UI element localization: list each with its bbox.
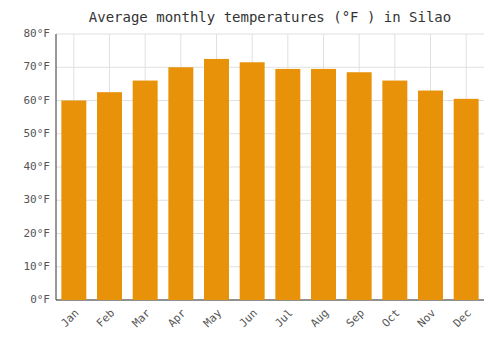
x-tick-label: Oct [379,307,402,330]
axes: 0°F 10°F 20°F 30°F 40°F 50°F 60°F 70°F 80°F Jan Fe… [24,27,485,330]
bar [382,81,407,300]
bar [311,69,336,300]
bar [97,92,122,300]
x-tick-label: Feb [94,307,117,330]
bar [347,72,372,300]
title: Average monthly temperatures (°F ) in Si… [89,9,451,25]
chart: 0°F 10°F 20°F 30°F 40°F 50°F 60°F 70°F 80°F Jan Fe… [0,0,500,350]
chart-container: 0°F 10°F 20°F 30°F 40°F 50°F 60°F 70°F 80°F Jan Fe… [0,0,500,350]
y-tick-label: 80°F [24,27,51,40]
bar [240,62,265,300]
x-tick-label: Apr [165,306,189,330]
x-tick-label: Jan [58,307,81,330]
x-tick-label: Jun [237,307,260,330]
y-tick-label: 60°F [24,94,51,107]
bar [418,91,443,300]
bars [61,59,478,300]
x-tick-label: May [201,306,225,330]
y-grid-line [56,34,484,35]
x-tick-label: Aug [308,307,331,330]
y-tick-label: 50°F [24,127,51,140]
grid [56,34,484,300]
bar [61,101,86,301]
y-tick-label: 70°F [24,60,51,73]
bar [454,99,479,300]
x-tick-label: Nov [415,306,439,330]
y-tick-label: 30°F [24,193,51,206]
y-axis-line [56,34,57,300]
x-tick-label: Jul [272,307,295,330]
bar [168,67,193,300]
x-tick-label: Mar [130,306,154,330]
bar [275,69,300,300]
x-tick-label: Sep [344,307,367,330]
y-tick-label: 40°F [24,160,51,173]
y-tick-label: 20°F [24,227,51,240]
y-tick-label: 0°F [30,293,50,306]
bar [204,59,229,300]
y-grid-line [56,67,484,68]
y-tick-label: 10°F [24,260,51,273]
x-tick-label: Dec [451,307,474,330]
bar [133,81,158,300]
